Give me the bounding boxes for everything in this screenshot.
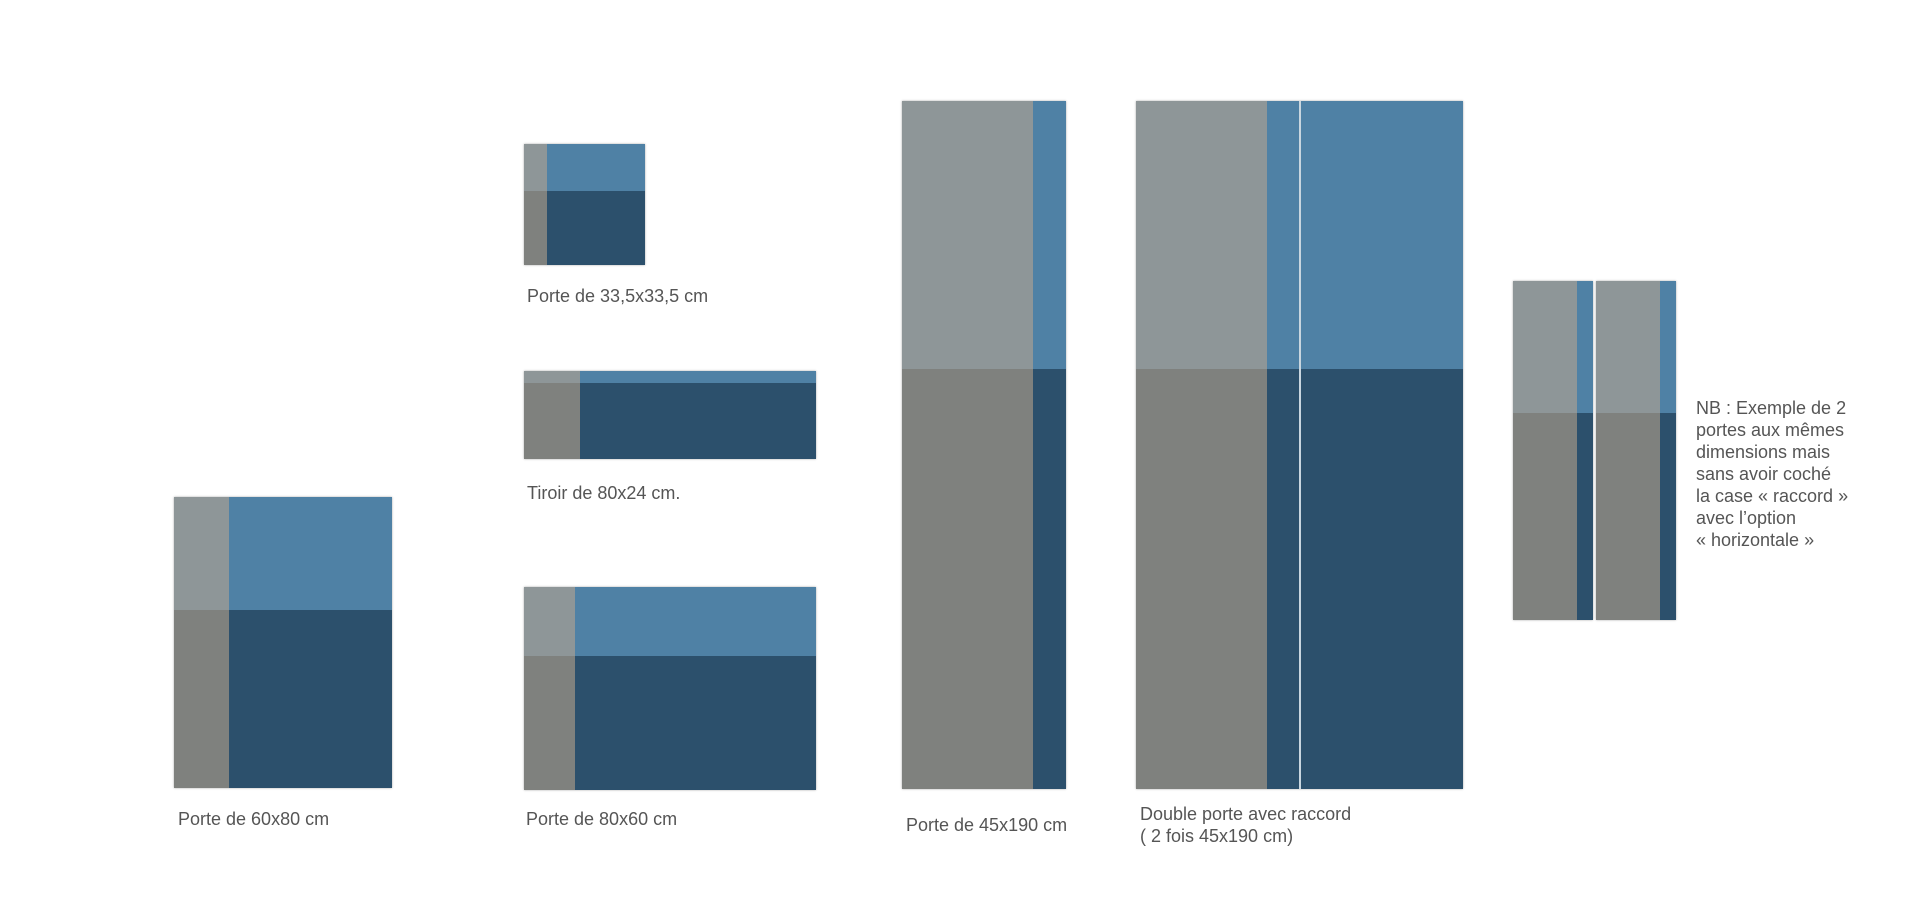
- door-60x80-grey-top: [174, 497, 229, 610]
- example-note: NB : Exemple de 2 portes aux mêmes dimen…: [1696, 397, 1848, 551]
- example-note-line-1: NB : Exemple de 2: [1696, 398, 1847, 418]
- example-note-line-4: sans avoir coché: [1696, 464, 1832, 484]
- example-note-line-3: dimensions mais: [1696, 442, 1831, 462]
- drawer-80x24-panel: [524, 371, 816, 459]
- door-60x80-panel: [174, 497, 392, 788]
- door-60x80-grey-bottom: [174, 610, 229, 788]
- example-note-line-6: avec l’option: [1696, 508, 1797, 528]
- double-door-caption-line1: Double porte avec raccord: [1140, 804, 1352, 824]
- example-door-left-blue-top: [1577, 281, 1593, 413]
- drawer-80x24-blue-top: [580, 371, 816, 383]
- drawer-80x24-blue-bottom: [580, 383, 816, 459]
- example-door-left-panel: [1513, 281, 1593, 620]
- drawer-80x24-grey-bottom: [524, 383, 580, 459]
- door-60x80-caption: Porte de 60x80 cm: [178, 809, 330, 829]
- example-door-left-blue-bottom: [1577, 413, 1593, 620]
- door-45x190-grey-top: [902, 101, 1033, 369]
- door-80x60-grey-top: [524, 587, 575, 656]
- door-45x190-blue-top: [1033, 101, 1066, 369]
- double-door-caption: Double porte avec raccord ( 2 fois 45x19…: [1140, 803, 1351, 847]
- example-door-right-blue-top: [1660, 281, 1676, 413]
- door-45x190-caption: Porte de 45x190 cm: [906, 815, 1068, 835]
- door-33x33-panel: [524, 144, 645, 265]
- door-33x33-grey-bottom: [524, 191, 547, 265]
- example-note-line-7: « horizontale »: [1696, 530, 1815, 550]
- door-33x33-blue-bottom: [547, 191, 645, 265]
- door-60x80-blue-top: [229, 497, 392, 610]
- example-door-left-grey-top: [1513, 281, 1577, 413]
- drawer-80x24-caption: Tiroir de 80x24 cm.: [527, 483, 681, 503]
- door-45x190-blue-bottom: [1033, 369, 1066, 789]
- door-80x60-caption: Porte de 80x60 cm: [526, 809, 678, 829]
- door-80x60-panel: [524, 587, 816, 790]
- example-note-line-2: portes aux mêmes: [1696, 420, 1845, 440]
- double-door-split-line: [1299, 101, 1301, 789]
- example-door-right-panel: [1596, 281, 1676, 620]
- door-80x60-grey-bottom: [524, 656, 575, 790]
- door-60x80-blue-bottom: [229, 610, 392, 788]
- door-80x60-blue-bottom: [575, 656, 816, 790]
- example-door-left-grey-bottom: [1513, 413, 1577, 620]
- double-door-blue-top: [1267, 101, 1463, 369]
- double-door-blue-bottom: [1267, 369, 1463, 789]
- door-33x33-caption: Porte de 33,5x33,5 cm: [527, 286, 709, 306]
- door-45x190-grey-bottom: [902, 369, 1033, 789]
- door-45x190-panel: [902, 101, 1066, 789]
- double-door-grey-bottom: [1136, 369, 1267, 789]
- door-33x33-blue-top: [547, 144, 645, 191]
- door-33x33-grey-top: [524, 144, 547, 191]
- drawer-80x24-grey-top: [524, 371, 580, 383]
- double-door-grey-top: [1136, 101, 1267, 369]
- double-door-caption-line2: ( 2 fois 45x190 cm): [1140, 826, 1294, 846]
- double-door-panel: [1136, 101, 1463, 789]
- example-door-right-grey-bottom: [1596, 413, 1660, 620]
- example-door-right-grey-top: [1596, 281, 1660, 413]
- door-80x60-blue-top: [575, 587, 816, 656]
- example-door-right-blue-bottom: [1660, 413, 1676, 620]
- example-note-line-5: la case « raccord »: [1696, 486, 1849, 506]
